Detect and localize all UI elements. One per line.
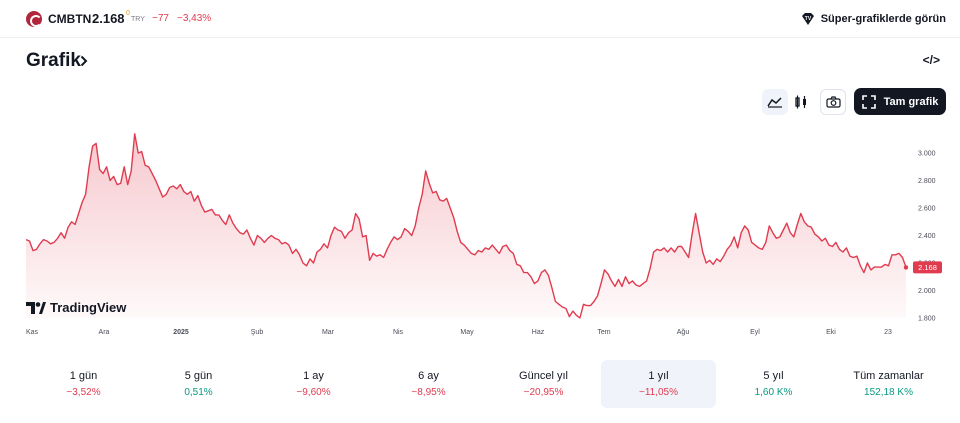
period-label: 5 yıl bbox=[763, 370, 784, 382]
period-button[interactable]: 5 gün 0,51% bbox=[141, 360, 256, 408]
camera-icon bbox=[825, 96, 841, 108]
x-tick-label: 23 bbox=[884, 329, 892, 336]
y-tick-label: 2.000 bbox=[918, 288, 936, 295]
x-tick-label: Mar bbox=[322, 329, 335, 336]
period-change: −8,95% bbox=[411, 387, 446, 398]
super-charts-link[interactable]: TV Süper-grafiklerde görün bbox=[801, 12, 946, 26]
price-chart[interactable]: 3.0002.8002.6002.4002.2002.0001.8002.168… bbox=[0, 120, 960, 345]
super-charts-icon: TV bbox=[801, 13, 814, 25]
period-button[interactable]: 1 yıl −11,05% bbox=[601, 360, 716, 408]
period-change: −3,52% bbox=[66, 387, 101, 398]
period-label: 6 ay bbox=[418, 370, 439, 382]
period-change: 1,60 K% bbox=[754, 387, 793, 398]
y-tick-label: 2.800 bbox=[918, 178, 936, 185]
period-change: −11,05% bbox=[638, 387, 678, 398]
period-button[interactable]: Güncel yıl −20,95% bbox=[486, 360, 601, 408]
period-label: 5 gün bbox=[184, 370, 213, 382]
period-button[interactable]: 5 yıl 1,60 K% bbox=[716, 360, 831, 408]
super-charts-label: Süper-grafiklerde görün bbox=[820, 13, 946, 25]
x-tick-label: Eyl bbox=[750, 329, 760, 336]
last-point-marker bbox=[903, 265, 909, 270]
company-logo-icon bbox=[26, 11, 42, 27]
x-tick-label: Nis bbox=[393, 329, 404, 336]
price-line bbox=[25, 133, 907, 319]
last-price: 2.168 bbox=[92, 11, 125, 26]
svg-text:TV: TV bbox=[805, 16, 812, 22]
fullscreen-chart-button[interactable]: Tam grafik bbox=[854, 88, 946, 115]
period-label: Güncel yıl bbox=[519, 370, 568, 382]
period-change: −20,95% bbox=[523, 387, 564, 398]
price-change-percent: −3,43% bbox=[177, 13, 212, 24]
candle-chart-button[interactable] bbox=[788, 89, 814, 115]
snapshot-button[interactable] bbox=[820, 89, 846, 115]
x-tick-label: 2025 bbox=[173, 329, 189, 336]
last-value-badge bbox=[913, 261, 942, 274]
y-tick-label: 2.600 bbox=[918, 206, 936, 213]
y-tick-label: 3.000 bbox=[918, 151, 936, 158]
x-tick-label: Ağu bbox=[677, 329, 690, 336]
price-area-fill bbox=[26, 133, 906, 318]
tradingview-logo[interactable]: TradingView bbox=[26, 300, 126, 315]
area-chart-icon bbox=[767, 97, 782, 108]
period-button[interactable]: 6 ay −8,95% bbox=[371, 360, 486, 408]
period-selector: 1 gün −3,52% 5 gün 0,51% 1 ay −9,60% 6 ay −8,95… bbox=[26, 360, 946, 408]
y-tick-label: 1.800 bbox=[918, 316, 936, 323]
x-tick-label: May bbox=[460, 329, 474, 336]
period-label: Tüm zamanlar bbox=[853, 370, 924, 382]
x-tick-label: Tem bbox=[597, 329, 610, 336]
period-button[interactable]: 1 gün −3,52% bbox=[26, 360, 141, 408]
chevron-right-icon[interactable] bbox=[80, 55, 88, 67]
period-label: 1 gün bbox=[69, 370, 98, 382]
realtime-mark: 0 bbox=[126, 10, 130, 17]
period-button[interactable]: Tüm zamanlar 152,18 K% bbox=[831, 360, 946, 408]
embed-code-button[interactable]: </> bbox=[922, 53, 940, 67]
period-change: −9,60% bbox=[296, 387, 331, 398]
tradingview-logo-text: TradingView bbox=[50, 300, 127, 315]
price-change: −77 bbox=[152, 13, 169, 24]
x-tick-label: Kas bbox=[26, 329, 39, 336]
y-tick-label: 2.400 bbox=[918, 233, 936, 240]
fullscreen-icon bbox=[861, 94, 876, 109]
section-title[interactable]: Grafik bbox=[26, 50, 81, 71]
tradingview-logo-icon bbox=[26, 301, 46, 314]
period-change: 0,51% bbox=[184, 387, 213, 398]
period-change: 152,18 K% bbox=[864, 387, 913, 398]
symbol-header: CMBTN 2.168 0 TRY −77 −3,43% TV Süper-gr… bbox=[0, 0, 960, 38]
fullscreen-label: Tam grafik bbox=[883, 95, 939, 108]
period-button[interactable]: 1 ay −9,60% bbox=[256, 360, 371, 408]
x-tick-label: Şub bbox=[251, 329, 264, 336]
symbol-name[interactable]: CMBTN bbox=[48, 12, 92, 26]
period-label: 1 ay bbox=[303, 370, 324, 382]
x-tick-label: Eki bbox=[826, 329, 836, 336]
candlestick-icon bbox=[795, 95, 806, 109]
period-label: 1 yıl bbox=[648, 370, 669, 382]
area-chart-button[interactable] bbox=[762, 89, 788, 115]
x-tick-label: Ara bbox=[99, 329, 110, 336]
last-value-label: 2.168 bbox=[918, 263, 937, 272]
currency-label: TRY bbox=[131, 16, 145, 23]
x-tick-label: Haz bbox=[532, 329, 545, 336]
